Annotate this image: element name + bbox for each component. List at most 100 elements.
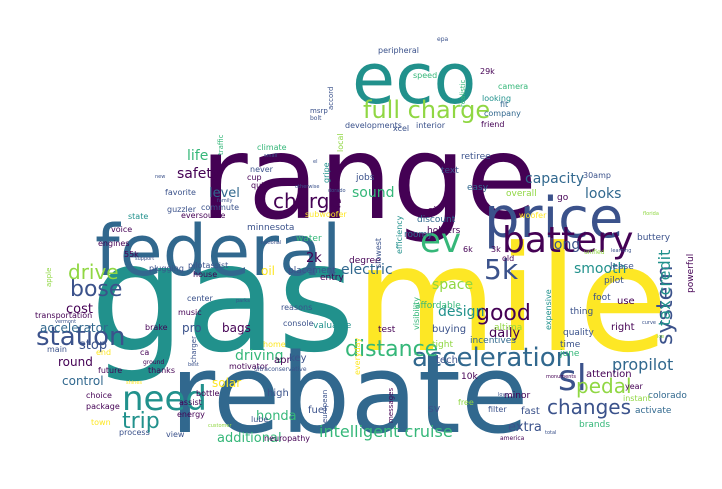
- word-bose: bose: [70, 277, 122, 302]
- word-woofer: woofer: [519, 211, 547, 220]
- word-placement: placement: [288, 266, 336, 276]
- word-parks: parks: [236, 298, 250, 304]
- word-right: right: [611, 322, 635, 333]
- word-reasons: reasons: [281, 303, 312, 312]
- word-ground: ground: [143, 359, 164, 366]
- word-small: small: [264, 153, 277, 159]
- word-main: main: [47, 345, 67, 354]
- word-old: old: [502, 254, 514, 263]
- word-energy: energy: [177, 410, 205, 419]
- word-guzzler: guzzler: [167, 205, 197, 214]
- word-6k: 6k: [463, 245, 473, 254]
- word-accelerator: accelerator: [40, 321, 108, 335]
- word-camera: camera: [498, 82, 528, 91]
- word-cup: cup: [247, 173, 262, 182]
- word-trip: trip: [122, 409, 160, 434]
- word-ultraconservative: ultraconservative: [254, 366, 307, 373]
- word-incentives: incentives: [470, 336, 516, 346]
- word-distance: distance: [345, 337, 438, 362]
- word-federal: federal: [95, 210, 341, 292]
- word-monuments: monuments: [546, 374, 576, 380]
- word-space: space: [432, 277, 473, 293]
- word-home: home: [263, 340, 286, 349]
- word-messages: messages: [387, 388, 395, 423]
- word-station: station: [36, 322, 125, 352]
- word-air: air: [428, 206, 440, 216]
- word-eco: eco: [352, 38, 476, 120]
- word-intelligent-cruise: intelligent cruise: [319, 422, 453, 441]
- word-sound: sound: [352, 185, 395, 201]
- word-tax-credit: tax credit: [655, 250, 674, 326]
- word-national: national: [261, 240, 281, 246]
- word-looks: looks: [585, 186, 621, 202]
- word-peripheral: peripheral: [378, 46, 419, 55]
- word-10k: 10k: [461, 372, 478, 382]
- word-epa: epa: [437, 36, 449, 43]
- word-time: time: [560, 340, 581, 350]
- word-accord: accord: [327, 87, 335, 110]
- word-motivator: motivator: [229, 362, 269, 371]
- word-full-charge: full charge: [363, 96, 490, 124]
- word-love: love: [498, 392, 508, 398]
- word-colorado: colorado: [648, 391, 687, 401]
- word-oil: oil: [261, 264, 275, 278]
- word-extra: extra: [508, 420, 542, 435]
- word-thing: thing: [570, 307, 593, 317]
- word-year: year: [625, 382, 644, 391]
- word-thanks: thanks: [148, 366, 175, 375]
- word-choice: choice: [86, 391, 112, 400]
- word-gas: gas: [90, 212, 355, 386]
- word-center: center: [187, 294, 213, 303]
- word-acceleration: acceleration: [412, 343, 572, 373]
- word-smooth: smooth: [574, 261, 626, 277]
- word-engines: engines: [98, 239, 129, 248]
- word-gripe: gripe: [322, 162, 331, 183]
- word-altima: altima: [494, 323, 522, 333]
- word-brands: brands: [579, 420, 610, 430]
- word-test: test: [378, 325, 396, 335]
- word-msrp: msrp: [310, 107, 328, 115]
- word-price: price: [484, 186, 623, 251]
- word-future: future: [98, 366, 122, 375]
- word-favorite: favorite: [165, 188, 196, 197]
- word-cost: cost: [66, 302, 93, 317]
- word-end: end: [96, 348, 111, 357]
- word-jobs: jobs: [355, 173, 375, 183]
- word-additional: additional: [217, 431, 282, 446]
- word-buttery: buttery: [637, 233, 671, 243]
- word-efficiency: efficiency: [395, 215, 404, 254]
- word-neuropathy: neuropathy: [264, 434, 310, 443]
- word-learning: learning: [611, 248, 631, 254]
- word-visibility: visibility: [412, 297, 421, 330]
- word-minnesota: minnesota: [247, 223, 294, 233]
- word-design: design: [438, 304, 484, 320]
- word-degree: degree: [349, 256, 381, 266]
- word-holders: holders: [427, 226, 461, 236]
- word-3k: 3k: [491, 245, 501, 254]
- word-go: go: [557, 193, 569, 203]
- word-55k: 55k: [124, 250, 139, 259]
- word-key: key: [289, 353, 307, 364]
- word-total: total: [545, 430, 556, 436]
- word-ice: ice: [657, 334, 664, 340]
- word-state: state: [128, 212, 148, 221]
- word-otherwise: otherwise: [295, 184, 319, 190]
- word-range: range: [200, 111, 537, 246]
- word-overall: overall: [506, 189, 537, 199]
- word-tight: tight: [432, 340, 453, 350]
- word-entry: entry: [320, 273, 344, 283]
- word-music: music: [178, 308, 202, 317]
- word-use: use: [617, 296, 635, 307]
- word-system: system: [653, 265, 678, 345]
- word-vermont: vermont: [55, 319, 76, 325]
- word-high: high: [267, 388, 289, 399]
- word-never: never: [250, 165, 274, 174]
- word-friend: friend: [481, 120, 504, 129]
- word-new: new: [155, 174, 165, 180]
- word-apple: apple: [45, 268, 53, 287]
- word-quick: quick: [251, 181, 273, 190]
- word-slowest: slowest: [374, 238, 383, 268]
- word-developments: developments: [345, 121, 402, 130]
- word-attention: attention: [586, 369, 632, 380]
